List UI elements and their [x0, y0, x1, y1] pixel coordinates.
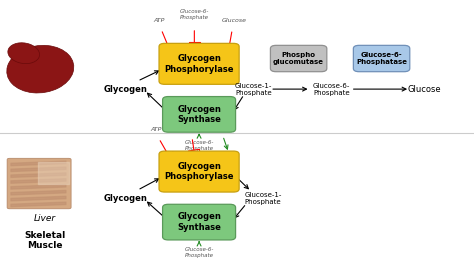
Text: Glycogen
Phosphorylase: Glycogen Phosphorylase — [164, 162, 234, 181]
Text: Glycogen: Glycogen — [104, 85, 147, 94]
Text: Glucose: Glucose — [222, 18, 247, 23]
Text: Glycogen: Glycogen — [104, 194, 147, 203]
Text: Ca2+: Ca2+ — [217, 125, 234, 130]
Text: Glucose-6-
Phosphate: Glucose-6- Phosphate — [177, 118, 207, 129]
Text: Glycogen
Synthase: Glycogen Synthase — [177, 105, 221, 124]
Text: Skeletal
Muscle: Skeletal Muscle — [24, 231, 66, 250]
Text: Glucose-1-
Phosphate: Glucose-1- Phosphate — [245, 192, 282, 205]
FancyBboxPatch shape — [163, 204, 236, 240]
Text: Glucose-6-
Phosphate: Glucose-6- Phosphate — [313, 83, 350, 95]
Text: Glucose-6-
Phosphatase: Glucose-6- Phosphatase — [356, 52, 407, 65]
FancyBboxPatch shape — [270, 45, 327, 72]
Text: Glucose-6-
Phosphate: Glucose-6- Phosphate — [184, 247, 214, 258]
FancyBboxPatch shape — [7, 158, 71, 209]
FancyBboxPatch shape — [163, 97, 236, 132]
FancyBboxPatch shape — [159, 43, 239, 84]
Text: Glucose-1-
Phosphate: Glucose-1- Phosphate — [235, 83, 272, 95]
Text: Glycogen
Phosphorylase: Glycogen Phosphorylase — [164, 54, 234, 74]
Ellipse shape — [8, 43, 39, 64]
FancyBboxPatch shape — [353, 45, 410, 72]
FancyBboxPatch shape — [159, 151, 239, 192]
Text: Glucose: Glucose — [408, 85, 441, 94]
Text: Liver: Liver — [34, 214, 56, 223]
Text: Glucose-6-
Phosphate: Glucose-6- Phosphate — [180, 9, 209, 20]
Text: ATP: ATP — [153, 18, 164, 23]
Text: ATP: ATP — [151, 127, 162, 132]
Text: Glucose-6-
Phosphate: Glucose-6- Phosphate — [184, 140, 214, 151]
Text: Phospho
glucomutase: Phospho glucomutase — [273, 52, 324, 65]
Ellipse shape — [7, 45, 74, 93]
Text: Glycogen
Synthase: Glycogen Synthase — [177, 212, 221, 232]
